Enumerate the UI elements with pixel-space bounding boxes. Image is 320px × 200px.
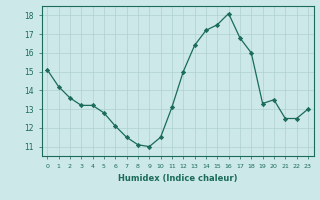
X-axis label: Humidex (Indice chaleur): Humidex (Indice chaleur) [118,174,237,183]
